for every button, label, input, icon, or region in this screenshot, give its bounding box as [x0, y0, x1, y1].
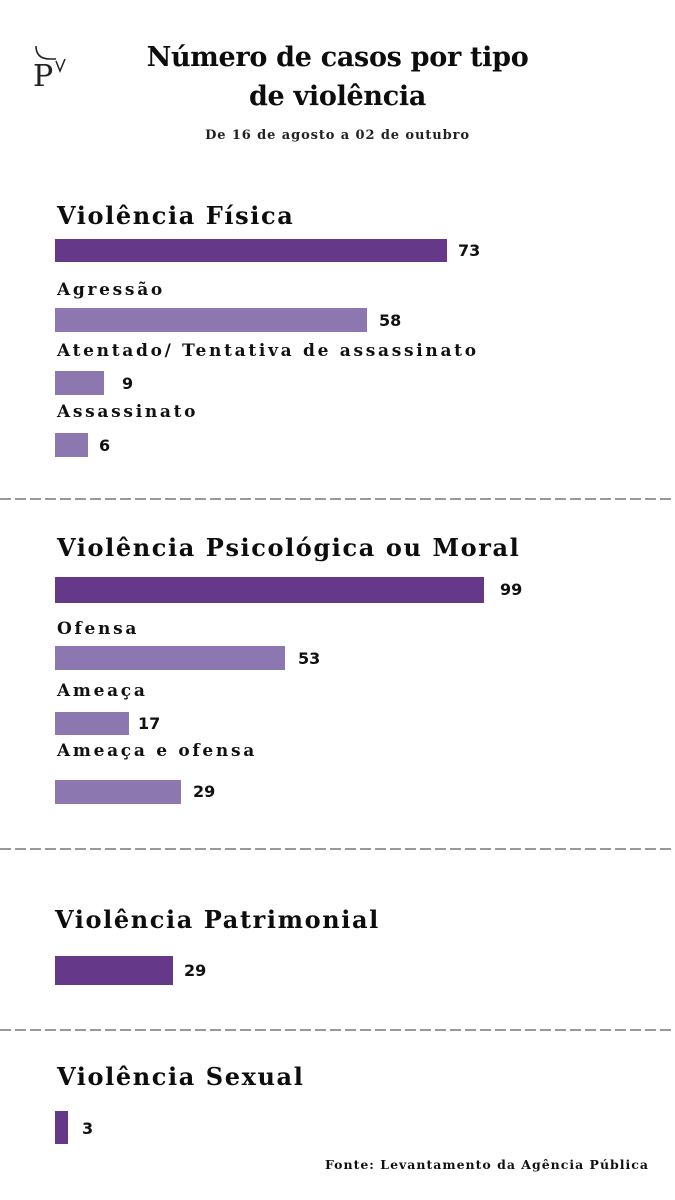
- chart-title-line-1: Número de casos por tipo: [146, 42, 529, 73]
- source-note: Fonte: Levantamento da Agência Pública: [324, 1157, 649, 1172]
- category-bar: [55, 1111, 68, 1144]
- subcategory-label: Ameaça: [57, 681, 148, 701]
- subcategory-value: 17: [138, 714, 161, 733]
- subcategory-value: 9: [122, 374, 134, 393]
- section-title: Violência Física: [57, 201, 295, 230]
- subcategory-value: 53: [298, 649, 321, 668]
- category-bar: [55, 239, 447, 262]
- subcategory-label: Ameaça e ofensa: [57, 741, 257, 761]
- subcategory-label: Agressão: [57, 280, 165, 300]
- subcategory-label: Assassinato: [57, 402, 199, 422]
- subcategory-bar: [55, 712, 129, 735]
- category-value: 73: [458, 241, 481, 260]
- subcategory-bar: [55, 308, 367, 332]
- chart-title-line-2: de violência: [248, 81, 427, 112]
- chart-title: Número de casos por tipo de violência: [0, 38, 675, 116]
- publisher-logo: P: [30, 44, 76, 90]
- section-title: Violência Patrimonial: [55, 905, 380, 934]
- category-value: 29: [184, 961, 207, 980]
- category-value: 99: [500, 580, 523, 599]
- category-bar: [55, 577, 484, 603]
- section-title: Violência Sexual: [57, 1062, 305, 1091]
- section-divider: [0, 1029, 675, 1031]
- subcategory-label: Atentado/ Tentativa de assassinato: [57, 341, 479, 361]
- category-bar: [55, 956, 173, 985]
- subcategory-bar: [55, 433, 88, 457]
- subcategory-value: 58: [379, 311, 402, 330]
- section-title: Violência Psicológica ou Moral: [57, 533, 521, 562]
- subcategory-label: Ofensa: [57, 619, 140, 639]
- subcategory-bar: [55, 371, 104, 395]
- subcategory-value: 29: [193, 782, 216, 801]
- subcategory-bar: [55, 780, 181, 804]
- svg-text:P: P: [33, 59, 53, 90]
- subcategory-value: 6: [99, 436, 111, 455]
- subcategory-bar: [55, 646, 285, 670]
- section-divider: [0, 498, 675, 500]
- section-divider: [0, 848, 675, 850]
- chart-subtitle: De 16 de agosto a 02 de outubro: [205, 128, 470, 143]
- publica-logo-icon: P: [33, 45, 66, 90]
- category-value: 3: [82, 1119, 94, 1138]
